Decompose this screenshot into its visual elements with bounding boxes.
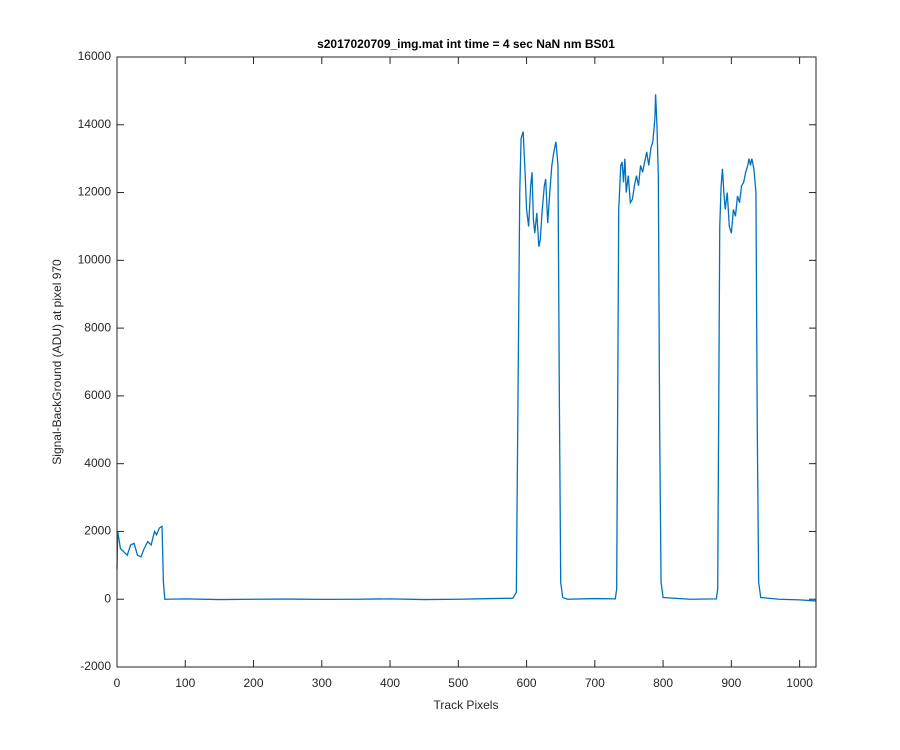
x-tick-label: 600	[517, 676, 537, 690]
y-tick-label: 6000	[84, 388, 111, 402]
y-tick-label: -2000	[80, 659, 111, 673]
x-tick-label: 1000	[786, 676, 813, 690]
x-tick-label: 900	[721, 676, 741, 690]
axes-box	[116, 56, 817, 668]
x-axis-label: Track Pixels	[434, 698, 499, 712]
y-axis-label: Signal-BackGround (ADU) at pixel 970	[50, 259, 64, 465]
data-line	[116, 94, 817, 602]
y-tick-label: 16000	[78, 49, 112, 63]
x-tick-label: 700	[585, 676, 605, 690]
x-tick-label: 800	[653, 676, 673, 690]
y-tick-label: 8000	[84, 320, 111, 334]
x-tick-label: 100	[175, 676, 195, 690]
x-tick-label: 300	[312, 676, 332, 690]
x-tick-label: 400	[380, 676, 400, 690]
x-tick-label: 0	[114, 676, 121, 690]
y-tick-label: 12000	[78, 185, 112, 199]
chart-title: s2017020709_img.mat int time = 4 sec NaN…	[317, 37, 615, 51]
y-tick-label: 14000	[78, 117, 112, 131]
x-tick-label: 500	[448, 676, 468, 690]
y-tick-label: 10000	[78, 253, 112, 267]
x-tick-label: 200	[244, 676, 264, 690]
y-tick-label: 4000	[84, 456, 111, 470]
y-tick-label: 0	[104, 591, 111, 605]
y-tick-label: 2000	[84, 524, 111, 538]
